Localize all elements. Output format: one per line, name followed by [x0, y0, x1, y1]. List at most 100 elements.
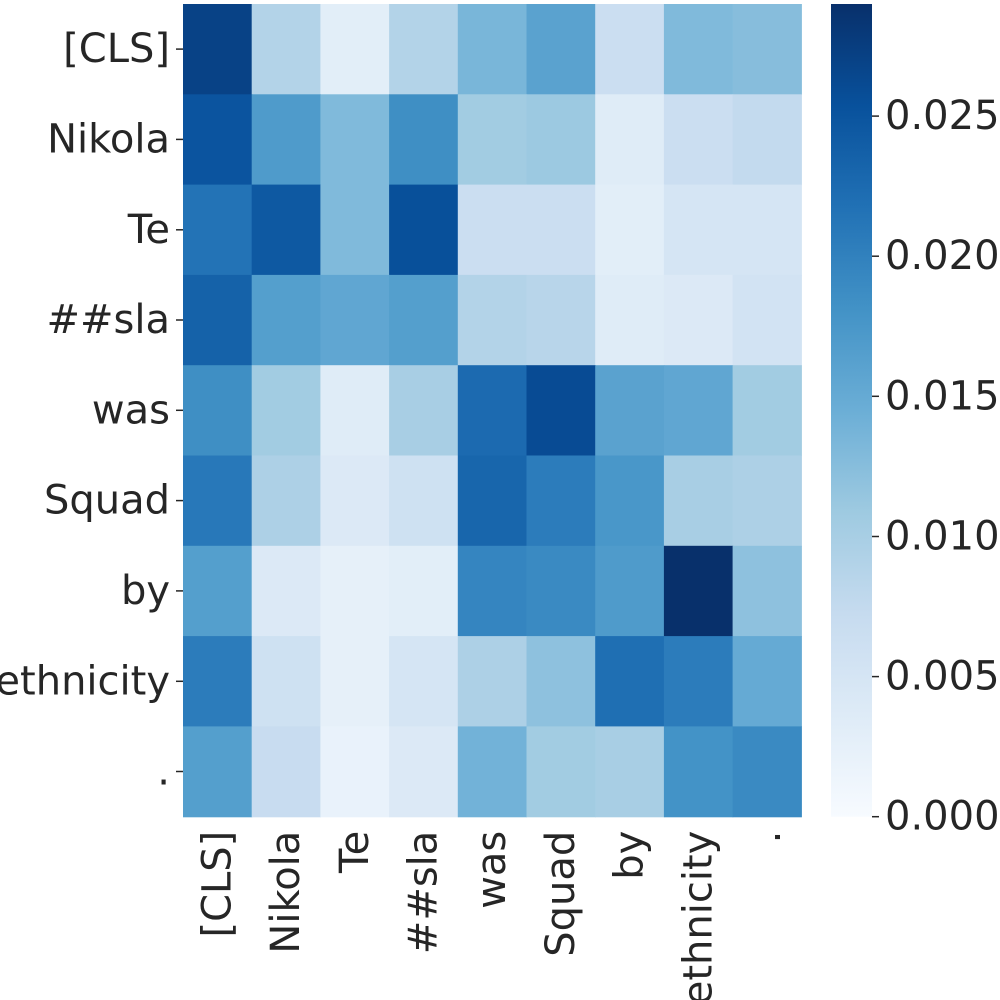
- heatmap-cell-te-sla: [389, 184, 459, 276]
- heatmap-cell-nikola-sla: [389, 94, 459, 186]
- y-tick-label-nikola: Nikola: [47, 116, 170, 162]
- colorbar-tick-label: 0.020: [885, 233, 1000, 279]
- heatmap-cell-was-by: [595, 365, 665, 457]
- colorbar-tick-label: 0.025: [885, 93, 1000, 139]
- heatmap-cell-nikola-nikola: [251, 94, 321, 186]
- heatmap-cell-squad-sla: [389, 455, 459, 547]
- y-axis-tick-labels: [CLS] Nikola Te ##sla was Squad by ethnicity.: [0, 26, 183, 795]
- heatmap-cell-was-ethnicity: [663, 365, 734, 457]
- heatmap-cell-was-cls: [183, 365, 253, 457]
- heatmap-cell-squad-ethnicity: [663, 455, 734, 547]
- heatmap-cell-squad-by: [595, 455, 665, 547]
- heatmap-cell-cls-te: [320, 4, 390, 95]
- heatmap-cell-by-sla: [389, 545, 459, 637]
- heatmap-cell-squad-te: [320, 455, 390, 547]
- heatmap-cell-was-period: [732, 365, 802, 457]
- heatmap-cells: [183, 4, 802, 818]
- heatmap-cell-te-by: [595, 184, 665, 276]
- heatmap-cell-cls-was: [457, 4, 528, 95]
- heatmap-cell-by-ethnicity: [663, 545, 734, 637]
- heatmap-cell-period-ethnicity: [663, 726, 734, 818]
- heatmap-cell-period-cls: [183, 726, 253, 818]
- colorbar-tick-label: 0.010: [885, 514, 1000, 560]
- heatmap-cell-sla-ethnicity: [663, 274, 734, 366]
- heatmap-cell-te-squad: [526, 184, 596, 276]
- heatmap-cell-nikola-ethnicity: [663, 94, 734, 186]
- heatmap-cell-nikola-period: [732, 94, 802, 186]
- heatmap-cell-by-was: [457, 545, 528, 637]
- x-tick-label-cls: [CLS]: [194, 831, 240, 938]
- colorbar-tick-label: 0.015: [885, 373, 1000, 419]
- heatmap-cell-cls-ethnicity: [663, 4, 734, 95]
- heatmap-cell-nikola-by: [595, 94, 665, 186]
- y-tick-label-ethnicity: ethnicity: [0, 658, 170, 704]
- heatmap-cell-sla-sla: [389, 274, 459, 366]
- x-tick-label-was: was: [469, 831, 515, 909]
- heatmap-cell-period-te: [320, 726, 390, 818]
- heatmap-cell-period-nikola: [251, 726, 321, 818]
- heatmap-cell-ethnicity-was: [457, 636, 528, 727]
- heatmap-cell-ethnicity-nikola: [251, 636, 321, 727]
- heatmap-cell-squad-was: [457, 455, 528, 547]
- y-tick-label-cls: [CLS]: [63, 26, 170, 72]
- heatmap-cell-squad-squad: [526, 455, 596, 547]
- heatmap-cell-ethnicity-squad: [526, 636, 596, 727]
- x-tick-label-te: Te: [332, 831, 378, 874]
- heatmap-cell-cls-cls: [183, 4, 253, 95]
- heatmap-cell-nikola-squad: [526, 94, 596, 186]
- heatmap-cell-was-te: [320, 365, 390, 457]
- colorbar-tick-label: 0.000: [885, 794, 1000, 840]
- y-tick-label-squad: Squad: [44, 478, 170, 524]
- heatmap-cell-te-te: [320, 184, 390, 276]
- x-tick-label-squad: Squad: [538, 831, 584, 957]
- heatmap-cell-sla-te: [320, 274, 390, 366]
- y-tick-label-te: Te: [127, 207, 170, 253]
- heatmap-cell-te-ethnicity: [663, 184, 734, 276]
- heatmap-cell-was-was: [457, 365, 528, 457]
- heatmap-cell-te-period: [732, 184, 802, 276]
- heatmap-cell-period-by: [595, 726, 665, 818]
- heatmap-cell-sla-period: [732, 274, 802, 366]
- heatmap-cell-sla-cls: [183, 274, 253, 366]
- heatmap-cell-squad-nikola: [251, 455, 321, 547]
- heatmap-cell-te-was: [457, 184, 528, 276]
- heatmap-cell-sla-squad: [526, 274, 596, 366]
- heatmap-cell-period-period: [732, 726, 802, 818]
- y-tick-label-period: .: [157, 749, 170, 795]
- colorbar-gradient: [831, 4, 872, 817]
- heatmap-cell-was-nikola: [251, 365, 321, 457]
- heatmap-cell-cls-nikola: [251, 4, 321, 95]
- heatmap-cell-was-squad: [526, 365, 596, 457]
- heatmap-cell-nikola-te: [320, 94, 390, 186]
- heatmap-cell-squad-cls: [183, 455, 253, 547]
- heatmap-cell-by-cls: [183, 545, 253, 637]
- colorbar: 0.000 0.005 0.010 0.015 0.020 0.025: [831, 4, 1000, 840]
- heatmap-cell-ethnicity-period: [732, 636, 802, 727]
- x-tick-label-period: .: [744, 831, 790, 844]
- y-tick-label-sla: ##sla: [47, 297, 171, 343]
- heatmap-cell-te-cls: [183, 184, 253, 276]
- heatmap-cell-cls-sla: [389, 4, 459, 95]
- heatmap-cell-ethnicity-by: [595, 636, 665, 727]
- x-tick-label-by: by: [607, 831, 653, 880]
- heatmap-cell-sla-nikola: [251, 274, 321, 366]
- heatmap-cell-squad-period: [732, 455, 802, 547]
- heatmap-cell-cls-by: [595, 4, 665, 95]
- heatmap-cell-nikola-cls: [183, 94, 253, 186]
- x-tick-label-sla: ##sla: [401, 831, 447, 955]
- heatmap-cell-ethnicity-sla: [389, 636, 459, 727]
- x-axis-tick-labels: [CLS] Nikola Te ##sla was Squad by ethnicity.: [194, 831, 790, 1000]
- colorbar-tick-label: 0.005: [885, 654, 1000, 700]
- heatmap-cell-te-nikola: [251, 184, 321, 276]
- y-tick-label-was: was: [92, 387, 170, 433]
- heatmap-cell-sla-by: [595, 274, 665, 366]
- heatmap-cell-cls-period: [732, 4, 802, 95]
- heatmap-cell-nikola-was: [457, 94, 528, 186]
- heatmap-cell-was-sla: [389, 365, 459, 457]
- heatmap-cell-sla-was: [457, 274, 528, 366]
- heatmap-cell-period-sla: [389, 726, 459, 818]
- heatmap-cell-ethnicity-ethnicity: [663, 636, 734, 727]
- heatmap-cell-period-was: [457, 726, 528, 818]
- heatmap-cell-by-by: [595, 545, 665, 637]
